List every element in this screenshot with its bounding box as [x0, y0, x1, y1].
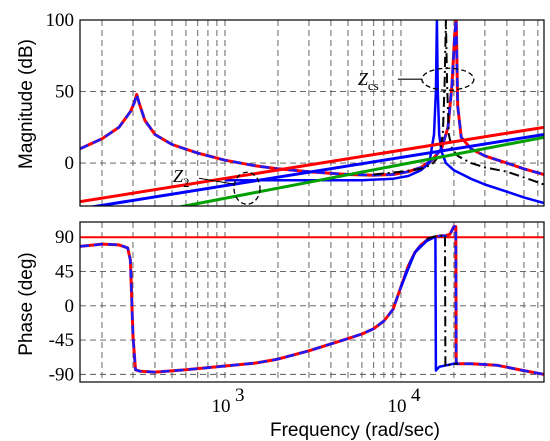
- y-tick-label: 45: [55, 262, 74, 283]
- series-line-1: [80, 225, 544, 376]
- frequency-axis-label: Frequency (rad/sec): [270, 420, 440, 441]
- annotation-ellipse: [233, 171, 261, 205]
- annotation-leader: [198, 177, 236, 185]
- series-line-6: [176, 135, 544, 206]
- series-line-4: [426, 234, 458, 368]
- magnitude-axis-label: Magnitude (dB): [16, 39, 37, 169]
- x-tick-label: 10: [387, 396, 406, 417]
- annotation-zcs-sub: cs: [368, 78, 379, 93]
- series-line-2: [80, 225, 544, 376]
- x-tick-exponent: 4: [411, 385, 421, 406]
- y-tick-label: 100: [46, 10, 75, 31]
- y-tick-label: -45: [49, 330, 74, 351]
- series-line-1: [80, 20, 544, 177]
- y-tick-label: 50: [55, 82, 74, 103]
- series-line-4: [80, 125, 544, 204]
- series-line-5: [88, 133, 544, 206]
- y-tick-label: -90: [49, 364, 74, 385]
- series-line-3: [399, 235, 458, 372]
- x-tick-exponent: 3: [235, 385, 245, 406]
- series-group: [80, 20, 544, 206]
- y-tick-label: 90: [55, 227, 74, 248]
- annotation-zcs: Zcs: [358, 69, 379, 93]
- phase-axis-label: Phase (deg): [16, 252, 37, 356]
- series-group: [80, 225, 544, 376]
- x-tick-label: 10: [211, 396, 230, 417]
- plot-frame: [79, 221, 545, 383]
- plot-frame: [79, 19, 545, 207]
- y-tick-label: 0: [65, 153, 75, 174]
- series-line-2: [225, 20, 544, 205]
- series-line-3: [373, 20, 544, 186]
- y-tick-label: 0: [65, 296, 75, 317]
- annotation-z2-sub: 2: [183, 175, 190, 190]
